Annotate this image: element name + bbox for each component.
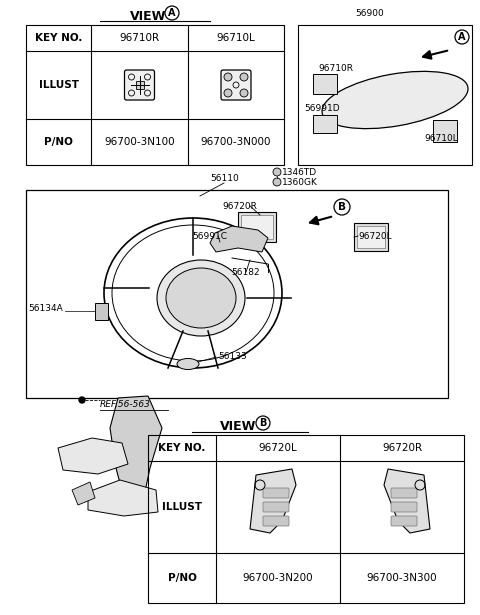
Circle shape: [224, 89, 232, 97]
Bar: [241, 215, 273, 239]
Polygon shape: [72, 482, 95, 505]
FancyBboxPatch shape: [263, 488, 289, 498]
Text: REF.56-563: REF.56-563: [100, 400, 151, 409]
Text: KEY NO.: KEY NO.: [35, 33, 82, 43]
FancyBboxPatch shape: [263, 516, 289, 526]
Text: 56182: 56182: [232, 268, 260, 277]
Bar: [238, 212, 276, 242]
Bar: [26, 190, 448, 398]
Text: 96720R: 96720R: [382, 443, 422, 453]
Text: 96720L: 96720L: [358, 231, 392, 240]
Text: 56134A: 56134A: [28, 303, 63, 312]
Text: 96720L: 96720L: [259, 443, 298, 453]
Polygon shape: [110, 396, 162, 506]
FancyBboxPatch shape: [391, 516, 417, 526]
Polygon shape: [95, 303, 108, 320]
Polygon shape: [88, 480, 158, 516]
FancyBboxPatch shape: [391, 488, 417, 498]
Circle shape: [273, 168, 281, 176]
FancyBboxPatch shape: [391, 502, 417, 512]
Text: A: A: [458, 32, 466, 42]
Polygon shape: [210, 226, 268, 252]
Text: 96710R: 96710R: [120, 33, 159, 43]
Polygon shape: [384, 469, 430, 533]
Text: 96710L: 96710L: [424, 133, 458, 143]
Text: P/NO: P/NO: [44, 137, 73, 147]
Polygon shape: [250, 469, 296, 533]
Polygon shape: [58, 438, 128, 474]
Ellipse shape: [322, 71, 468, 129]
Bar: [433, 120, 457, 142]
Ellipse shape: [157, 260, 245, 336]
Circle shape: [240, 73, 248, 81]
Text: B: B: [338, 202, 346, 212]
Bar: [26, 25, 284, 165]
Bar: [298, 25, 472, 165]
Text: ILLUST: ILLUST: [38, 80, 79, 90]
Text: 96700-3N100: 96700-3N100: [104, 137, 175, 147]
Text: A: A: [168, 8, 176, 18]
Text: 96700-3N300: 96700-3N300: [367, 573, 437, 583]
FancyBboxPatch shape: [221, 70, 251, 100]
Bar: [354, 223, 388, 251]
Ellipse shape: [177, 359, 199, 370]
Text: 96700-3N000: 96700-3N000: [201, 137, 271, 147]
Text: 96710R: 96710R: [318, 63, 353, 73]
Bar: [148, 435, 464, 603]
Ellipse shape: [166, 268, 236, 328]
Text: P/NO: P/NO: [168, 573, 196, 583]
Text: 56110: 56110: [210, 174, 239, 183]
Text: 56133: 56133: [218, 352, 247, 360]
Bar: [313, 115, 337, 133]
Text: 56900: 56900: [356, 9, 384, 18]
Bar: [313, 74, 337, 94]
FancyBboxPatch shape: [124, 70, 155, 100]
Text: 56991C: 56991C: [192, 231, 227, 240]
Text: KEY NO.: KEY NO.: [158, 443, 206, 453]
Text: VIEW: VIEW: [220, 420, 256, 433]
Circle shape: [273, 178, 281, 186]
FancyBboxPatch shape: [263, 502, 289, 512]
Text: 56991D: 56991D: [304, 103, 340, 113]
Text: 96710L: 96710L: [216, 33, 255, 43]
Bar: [135, 81, 144, 89]
Text: VIEW: VIEW: [130, 10, 166, 23]
Text: B: B: [259, 418, 267, 428]
Bar: [357, 226, 385, 248]
Circle shape: [240, 89, 248, 97]
Text: 96700-3N200: 96700-3N200: [243, 573, 313, 583]
Circle shape: [79, 397, 85, 403]
Text: ILLUST: ILLUST: [162, 502, 202, 512]
Circle shape: [224, 73, 232, 81]
Text: 1360GK: 1360GK: [282, 178, 318, 186]
Text: 96720R: 96720R: [222, 202, 257, 210]
Text: 1346TD: 1346TD: [282, 167, 317, 177]
